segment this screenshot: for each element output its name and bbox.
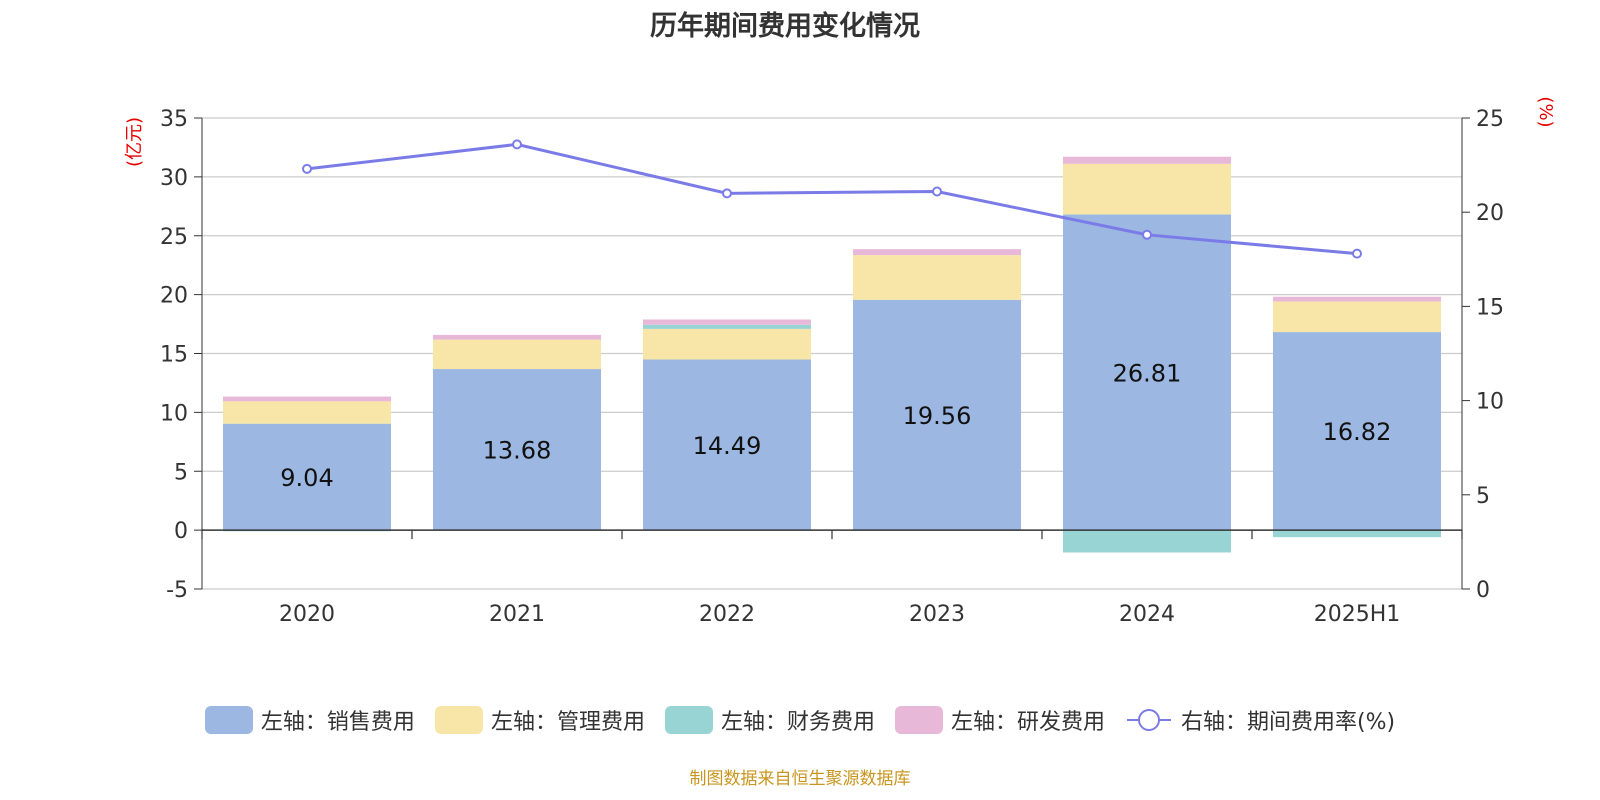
bar-segment [433,369,601,531]
bar-segment [853,249,1021,256]
legend-item[interactable]: 右轴：期间费用率(%) [1125,704,1395,736]
bar-segment [1063,530,1231,553]
left-axis-unit-label: (亿元) [124,117,145,167]
right-axis-tick-label: 5 [1476,484,1490,509]
legend-label: 左轴：销售费用 [260,710,415,735]
left-axis-tick-label: 0 [174,519,188,544]
legend-label: 左轴：财务费用 [720,710,875,735]
bar-segment [1063,156,1231,164]
x-axis-tick-label: 2024 [1119,602,1175,627]
right-axis-tick-label: 0 [1476,578,1490,603]
x-axis-tick-label: 2020 [279,602,335,627]
bar-segment [643,319,811,325]
x-axis-tick-label: 2022 [699,602,755,627]
x-axis-tick-label: 2021 [489,602,545,627]
bar-segment [223,401,391,424]
legend-item[interactable]: 左轴：研发费用 [894,704,1105,736]
legend-label: 右轴：期间费用率(%) [1180,710,1396,735]
legend-item[interactable]: 左轴：管理费用 [434,704,645,736]
legend-item[interactable]: 左轴：财务费用 [664,704,875,736]
bar-segment [223,423,391,531]
left-axis-tick-label: 30 [160,166,188,191]
rate-point [932,186,942,197]
left-axis-tick-label: 15 [160,343,188,368]
bar-segment [853,255,1021,300]
bar-segment [853,299,1021,531]
bar-data-label: 19.56 [903,402,972,430]
rate-point [302,163,312,174]
bar-segment [643,324,811,329]
bar-segment [643,328,811,360]
bar-segment [223,396,391,402]
left-axis-tick-label: 20 [160,284,188,309]
x-axis-tick-label: 2025H1 [1314,602,1401,627]
right-axis-unit-label: (%) [1535,96,1556,127]
legend-swatch [204,706,253,734]
bar-data-label: 14.49 [693,432,762,460]
bar-segment [1273,301,1441,333]
legend-label: 左轴：研发费用 [950,710,1105,735]
left-axis-tick-label: 5 [174,460,188,485]
rate-point [1352,248,1362,259]
legend-line-marker [1126,709,1171,731]
left-axis-tick-label: 35 [160,107,188,132]
bar-data-label: 16.82 [1323,418,1392,446]
bar-data-label: 9.04 [280,464,333,492]
rate-point [722,188,732,199]
legend-label: 左轴：管理费用 [490,710,645,735]
bar-data-label: 26.81 [1113,359,1182,387]
bar-segment [1273,530,1441,538]
bar-segment [1273,296,1441,302]
chart-legend: 左轴：销售费用 左轴：管理费用 左轴：财务费用 左轴：研发费用 右轴：期间费用率(%) [0,704,1600,736]
legend-item[interactable]: 左轴：销售费用 [204,704,415,736]
rate-point [1142,229,1152,240]
right-axis-tick-label: 15 [1476,295,1504,320]
right-axis-tick-label: 10 [1476,390,1504,415]
left-axis-tick-label: 10 [160,401,188,426]
bar-segment [1273,332,1441,531]
legend-swatch [434,706,483,734]
bar-segment [643,359,811,531]
rate-line [306,142,1358,256]
bar-segment [1063,214,1231,531]
x-axis-tick-label: 2023 [909,602,965,627]
bar-segment [433,334,601,340]
left-axis-tick-label: 25 [160,225,188,250]
left-axis-tick-label: -5 [166,578,188,603]
legend-swatch [664,706,713,734]
rate-point [512,139,522,150]
chart-title: 历年期间费用变化情况 [650,11,920,42]
bar-segment [433,339,601,370]
bar-segment [1063,163,1231,215]
legend-swatch [894,706,943,734]
source-note: 制图数据来自恒生聚源数据库 [689,769,911,789]
right-axis-tick-label: 20 [1476,201,1504,226]
bar-data-label: 13.68 [483,437,552,465]
right-axis-tick-label: 25 [1476,107,1504,132]
